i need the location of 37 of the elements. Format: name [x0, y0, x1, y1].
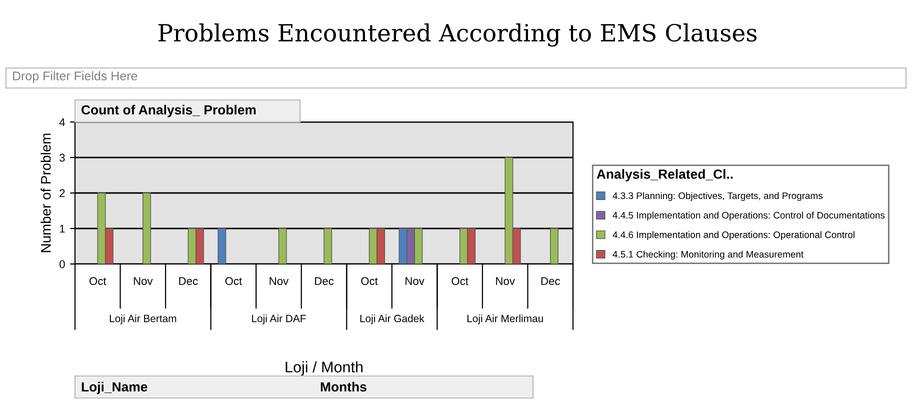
- x-tick-label: Oct: [452, 277, 468, 286]
- x-tick-label: Nov: [406, 277, 424, 286]
- y-axis-title: Number of Problem: [40, 134, 51, 252]
- legend-label: 4.4.6 Implementation and Operations: Operational Control: [612, 231, 854, 240]
- text: Months: [320, 382, 366, 392]
- text: Loji Air Merlimau: [467, 314, 543, 324]
- y-tick-label: 1: [60, 224, 65, 233]
- y-tick-label: 2: [60, 189, 65, 198]
- x-tick-label: Dec: [315, 277, 334, 286]
- text: Loji_Name: [82, 382, 148, 394]
- bar: [142, 192, 151, 264]
- text: Loji Air Gadek: [360, 314, 424, 324]
- legend-title: Analysis_Related_Cl..: [596, 169, 733, 182]
- x-tick-label: Nov: [496, 277, 515, 286]
- x-tick-label: Nov: [134, 277, 153, 286]
- bar: [324, 228, 332, 264]
- legend-label: 4.3.3 Planning: Objectives, Targets, and Programs: [612, 192, 822, 201]
- x-tick-label: Nov: [270, 277, 289, 286]
- x-tick-label: Dec: [541, 277, 560, 286]
- bar: [278, 228, 287, 264]
- y-tick-label: 3: [60, 154, 65, 162]
- y-tick-label: 0: [60, 260, 65, 268]
- text: Drop Filter Fields Here: [13, 71, 138, 83]
- x-tick-label: Oct: [225, 277, 242, 286]
- bar: [218, 228, 226, 264]
- text: Loji Air DAF: [252, 314, 306, 324]
- bar: [550, 228, 558, 264]
- legend-label: 4.4.5 Implementation and Operations: Control of Documentations: [612, 212, 885, 220]
- text: Count of Analysis_ Problem: [82, 104, 256, 118]
- text: Loji Air Bertam: [110, 314, 176, 324]
- x-tick-label: Oct: [361, 277, 378, 286]
- x-tick-label: Oct: [90, 277, 106, 286]
- chart-title: Problems Encountered According to EMS Clauses: [158, 23, 757, 47]
- y-tick-label: 4: [59, 118, 65, 126]
- x-tick-label: Dec: [179, 277, 198, 286]
- x-axis-title: Loji / Month: [286, 361, 362, 376]
- legend-label: 4.5.1 Checking: Monitoring and Measurement: [612, 250, 804, 260]
